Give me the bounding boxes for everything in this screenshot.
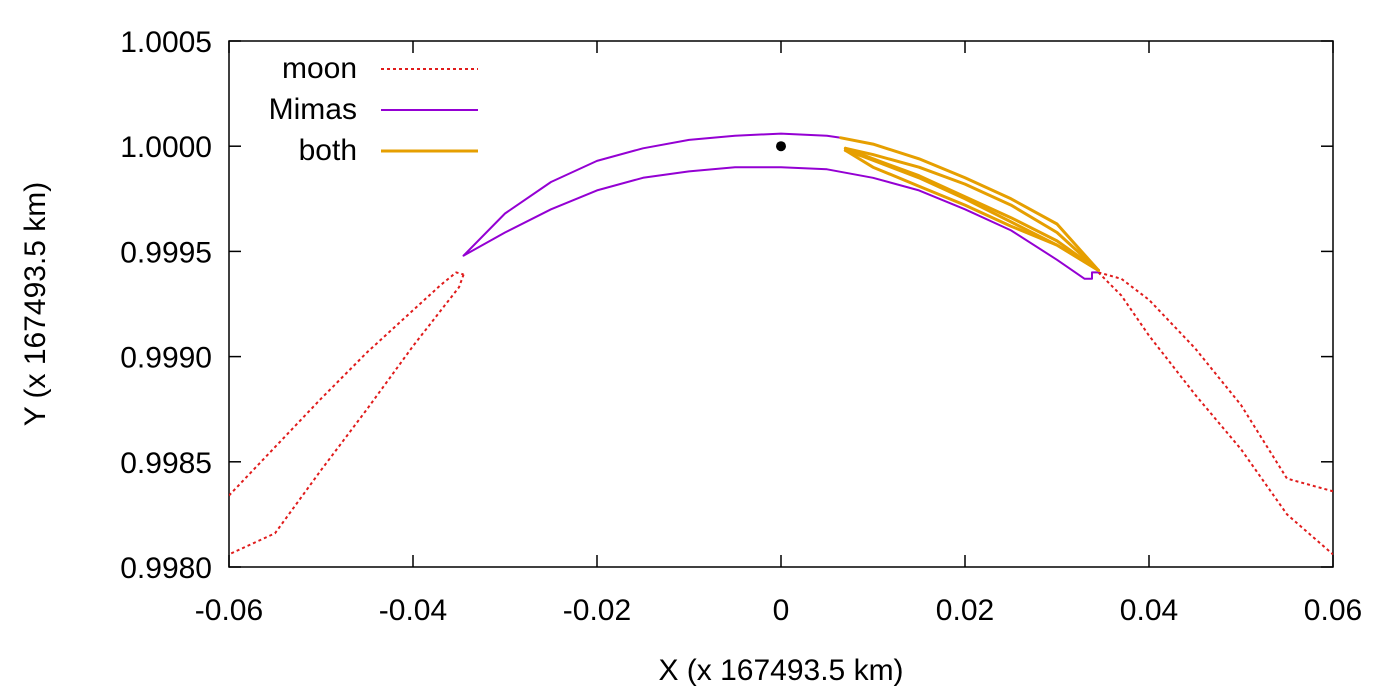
series-line-moon (229, 271, 464, 497)
points-layer (776, 141, 786, 152)
x-tick-label: -0.04 (379, 594, 447, 627)
legend-item-both: both (299, 134, 478, 167)
y-tick-label: 0.9985 (120, 447, 212, 480)
legend-label-both: both (299, 134, 357, 167)
x-tick-label: 0.06 (1304, 594, 1362, 627)
y-tick-label: 0.9980 (120, 552, 212, 585)
series-line-both (843, 146, 1100, 272)
series-layer (229, 132, 1333, 556)
legend-item-moon: moon (282, 52, 478, 85)
legend-item-mimas: Mimas (269, 93, 478, 126)
series-line-mimas (462, 166, 1100, 280)
x-tick-label: 0.02 (936, 594, 994, 627)
legend: moon Mimas both (269, 52, 478, 167)
x-tick-label: -0.06 (195, 594, 263, 627)
series-line-both (839, 136, 1100, 272)
series-line-moon (1097, 271, 1333, 556)
x-tick-label: -0.02 (563, 594, 631, 627)
series-line-mimas (462, 132, 842, 257)
legend-label-mimas: Mimas (269, 93, 357, 126)
x-tick-label: 0 (773, 594, 790, 627)
y-tick-label: 1.0005 (120, 26, 212, 59)
y-tick-label: 0.9990 (120, 342, 212, 375)
series-line-both (843, 148, 1100, 272)
x-axis: -0.06 -0.04 -0.02 0 0.02 0.04 0.06 (195, 41, 1362, 627)
legend-label-moon: moon (282, 52, 357, 85)
series-line-both (843, 148, 1100, 272)
y-tick-label: 1.0000 (120, 131, 212, 164)
series-line-moon (1098, 271, 1333, 493)
x-axis-title: X (x 167493.5 km) (658, 654, 903, 687)
y-axis-title: Y (x 167493.5 km) (19, 182, 52, 427)
y-axis: 0.9980 0.9985 0.9990 0.9995 1.0000 1.0005 (120, 26, 1333, 585)
data-point (776, 141, 786, 152)
series-line-moon (229, 274, 465, 556)
plot-frame (228, 40, 1334, 568)
x-tick-label: 0.04 (1120, 594, 1178, 627)
plot-area (228, 40, 1334, 568)
y-tick-label: 0.9995 (120, 236, 212, 269)
